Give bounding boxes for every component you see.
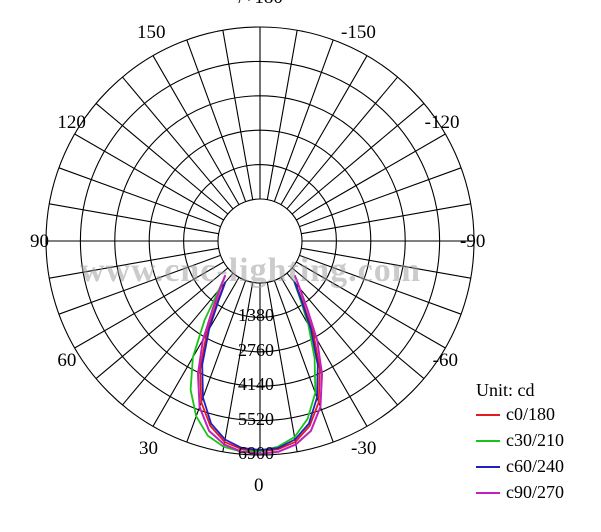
angle-tick-label: 120 xyxy=(57,112,86,134)
legend-swatch xyxy=(476,440,500,442)
legend-swatch xyxy=(476,466,500,468)
legend-item: c0/180 xyxy=(476,404,555,425)
angle-tick-label: 0 xyxy=(254,475,264,497)
radial-tick-label: 4140 xyxy=(238,374,274,395)
angle-tick-label: 60 xyxy=(57,350,76,372)
angle-tick-label: 150 xyxy=(137,22,166,44)
angle-tick-label: -120 xyxy=(425,112,460,134)
legend-item: c90/270 xyxy=(476,482,564,503)
legend-label: c30/210 xyxy=(506,430,564,451)
angle-tick-label: 30 xyxy=(139,438,158,460)
angle-tick-label: -60 xyxy=(433,350,458,372)
watermark-text: www.cnc-lighting.com xyxy=(80,252,421,290)
unit-label: Unit: cd xyxy=(476,380,535,401)
legend-swatch xyxy=(476,492,500,494)
legend-label: c90/270 xyxy=(506,482,564,503)
legend-swatch xyxy=(476,414,500,416)
legend-item: c60/240 xyxy=(476,456,564,477)
radial-tick-label: 2760 xyxy=(238,340,274,361)
legend-label: c0/180 xyxy=(506,404,555,425)
angle-tick-label: 90 xyxy=(30,231,49,253)
radial-tick-label: 6900 xyxy=(238,443,274,464)
angle-tick-label: -/+180 xyxy=(232,0,283,9)
radial-tick-label: 5520 xyxy=(238,409,274,430)
radial-tick-label: 1380 xyxy=(238,305,274,326)
angle-tick-label: -90 xyxy=(460,231,485,253)
legend-item: c30/210 xyxy=(476,430,564,451)
angle-tick-label: -150 xyxy=(341,22,376,44)
angle-tick-label: -30 xyxy=(351,438,376,460)
legend-label: c60/240 xyxy=(506,456,564,477)
